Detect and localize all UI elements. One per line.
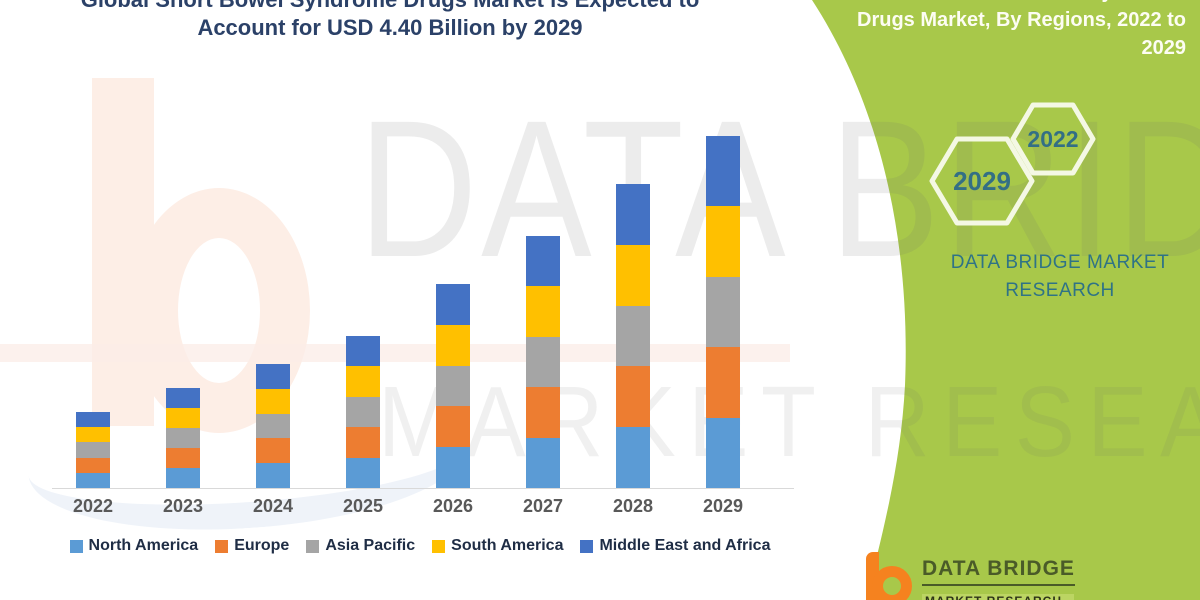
- bar-2028: [616, 184, 650, 488]
- watermark-text-brand: DATA BRIDGE: [358, 80, 1200, 298]
- hexagon-years-graphic: 2022 2029: [929, 102, 1096, 226]
- footer-logo-b-bowl: [872, 566, 912, 600]
- legend-item-europe: Europe: [215, 537, 289, 555]
- legend-swatch-icon: [580, 539, 594, 553]
- bar-segment-2023-south-america: [166, 408, 200, 428]
- chart-title-line1: Global Short Bowel Syndrome Drugs Market…: [28, 0, 752, 14]
- bar-segment-2024-middle-east-and-africa: [256, 364, 290, 389]
- bar-segment-2027-north-america: [526, 437, 560, 488]
- bar-segment-2024-north-america: [256, 463, 290, 488]
- watermark-text-sub: MARKET RESEARCH: [378, 366, 1200, 478]
- hexagon-2029-label: 2029: [953, 166, 1011, 196]
- bar-segment-2025-asia-pacific: [346, 396, 380, 428]
- bar-segment-2026-south-america: [436, 324, 470, 366]
- bar-segment-2029-north-america: [706, 417, 740, 488]
- bar-segment-2024-south-america: [256, 388, 290, 414]
- bar-segment-2026-europe: [436, 406, 470, 448]
- panel-brand-line2: RESEARCH: [1005, 280, 1115, 301]
- bar-segment-2028-middle-east-and-africa: [616, 184, 650, 245]
- bar-segment-2022-asia-pacific: [76, 442, 110, 458]
- bar-2029: [706, 136, 740, 488]
- chart-title-line2: Account for USD 4.40 Billion by 2029: [197, 15, 583, 40]
- hexagon-2022-label: 2022: [1027, 126, 1078, 152]
- bar-segment-2025-middle-east-and-africa: [346, 336, 380, 367]
- bar-segment-2024-asia-pacific: [256, 413, 290, 439]
- bar-segment-2025-south-america: [346, 366, 380, 397]
- x-axis-label-2022: 2022: [72, 496, 114, 516]
- x-axis-label-2027: 2027: [522, 496, 564, 516]
- bar-segment-2023-asia-pacific: [166, 428, 200, 448]
- bar-segment-2023-north-america: [166, 468, 200, 488]
- bar-segment-2028-south-america: [616, 244, 650, 306]
- bar-segment-2022-north-america: [76, 472, 110, 488]
- x-axis-label-2024: 2024: [252, 496, 294, 516]
- bar-segment-2024-europe: [256, 438, 290, 464]
- bar-segment-2022-europe: [76, 457, 110, 473]
- bar-segment-2029-middle-east-and-africa: [706, 136, 740, 207]
- bar-segment-2025-europe: [346, 427, 380, 458]
- bar-segment-2027-middle-east-and-africa: [526, 236, 560, 287]
- bar-2026: [436, 284, 470, 488]
- bar-2025: [346, 336, 380, 488]
- legend-swatch-icon: [306, 539, 320, 553]
- bar-2024: [256, 364, 290, 488]
- bar-segment-2023-europe: [166, 448, 200, 468]
- legend-label: Europe: [234, 537, 290, 554]
- legend-label: South America: [451, 537, 564, 554]
- panel-heading: Global Short Bowel Syndrome Drugs Market…: [766, 0, 1186, 62]
- bar-segment-2025-north-america: [346, 457, 380, 488]
- x-axis-line: [52, 488, 794, 489]
- bar-segment-2026-asia-pacific: [436, 365, 470, 407]
- legend-item-south-america: South America: [432, 537, 563, 555]
- legend-swatch-icon: [215, 539, 229, 553]
- bar-segment-2026-north-america: [436, 447, 470, 488]
- legend-item-north-america: North America: [69, 537, 199, 555]
- bar-segment-2026-middle-east-and-africa: [436, 284, 470, 325]
- bar-segment-2028-asia-pacific: [616, 305, 650, 367]
- watermark-band: [0, 344, 790, 362]
- green-panel-shape: [812, 0, 1200, 600]
- legend-item-asia-pacific: Asia Pacific: [306, 537, 415, 555]
- x-axis-label-2028: 2028: [612, 496, 654, 516]
- bar-segment-2029-europe: [706, 347, 740, 418]
- footer-logo-sub: MARKET RESEARCH: [922, 594, 1074, 600]
- legend-swatch-icon: [69, 539, 83, 553]
- bar-segment-2029-asia-pacific: [706, 276, 740, 348]
- panel-heading-line1: Global Short Bowel Syndrome: [766, 0, 1186, 6]
- legend-label: North America: [88, 537, 199, 554]
- bar-segment-2027-south-america: [526, 286, 560, 337]
- hexagon-2022-icon: [1010, 102, 1096, 176]
- bar-2023: [166, 388, 200, 488]
- x-axis-label-2025: 2025: [342, 496, 384, 516]
- bar-segment-2029-south-america: [706, 206, 740, 277]
- footer-logo-brand: DATA BRIDGE: [922, 557, 1075, 586]
- panel-brand-text: DATA BRIDGE MARKET RESEARCH: [935, 249, 1185, 305]
- x-axis-label-2026: 2026: [432, 496, 474, 516]
- legend-label: Asia Pacific: [325, 537, 416, 554]
- legend-swatch-icon: [432, 539, 446, 553]
- bar-segment-2028-north-america: [616, 427, 650, 488]
- bar-segment-2027-europe: [526, 387, 560, 438]
- panel-brand-line1: DATA BRIDGE MARKET: [950, 252, 1170, 273]
- bar-2022: [76, 412, 110, 488]
- hexagon-2029-icon: [929, 136, 1035, 226]
- bar-segment-2022-south-america: [76, 427, 110, 443]
- bar-segment-2028-europe: [616, 366, 650, 428]
- x-axis-label-2023: 2023: [162, 496, 204, 516]
- x-axis-label-2029: 2029: [702, 496, 744, 516]
- panel-heading-line3: 2029: [1141, 37, 1187, 59]
- bar-segment-2023-middle-east-and-africa: [166, 388, 200, 408]
- bar-2027: [526, 236, 560, 488]
- chart-legend: North America Europe Asia Pacific South Ame…: [38, 537, 802, 555]
- bar-segment-2022-middle-east-and-africa: [76, 412, 110, 428]
- legend-label: Middle East and Africa: [599, 537, 771, 554]
- chart-title: Global Short Bowel Syndrome Drugs Market…: [28, 0, 752, 42]
- legend-item-middle-east-and-africa: Middle East and Africa: [580, 537, 770, 555]
- panel-heading-line2: Drugs Market, By Regions, 2022 to: [857, 9, 1186, 31]
- bar-segment-2027-asia-pacific: [526, 336, 560, 388]
